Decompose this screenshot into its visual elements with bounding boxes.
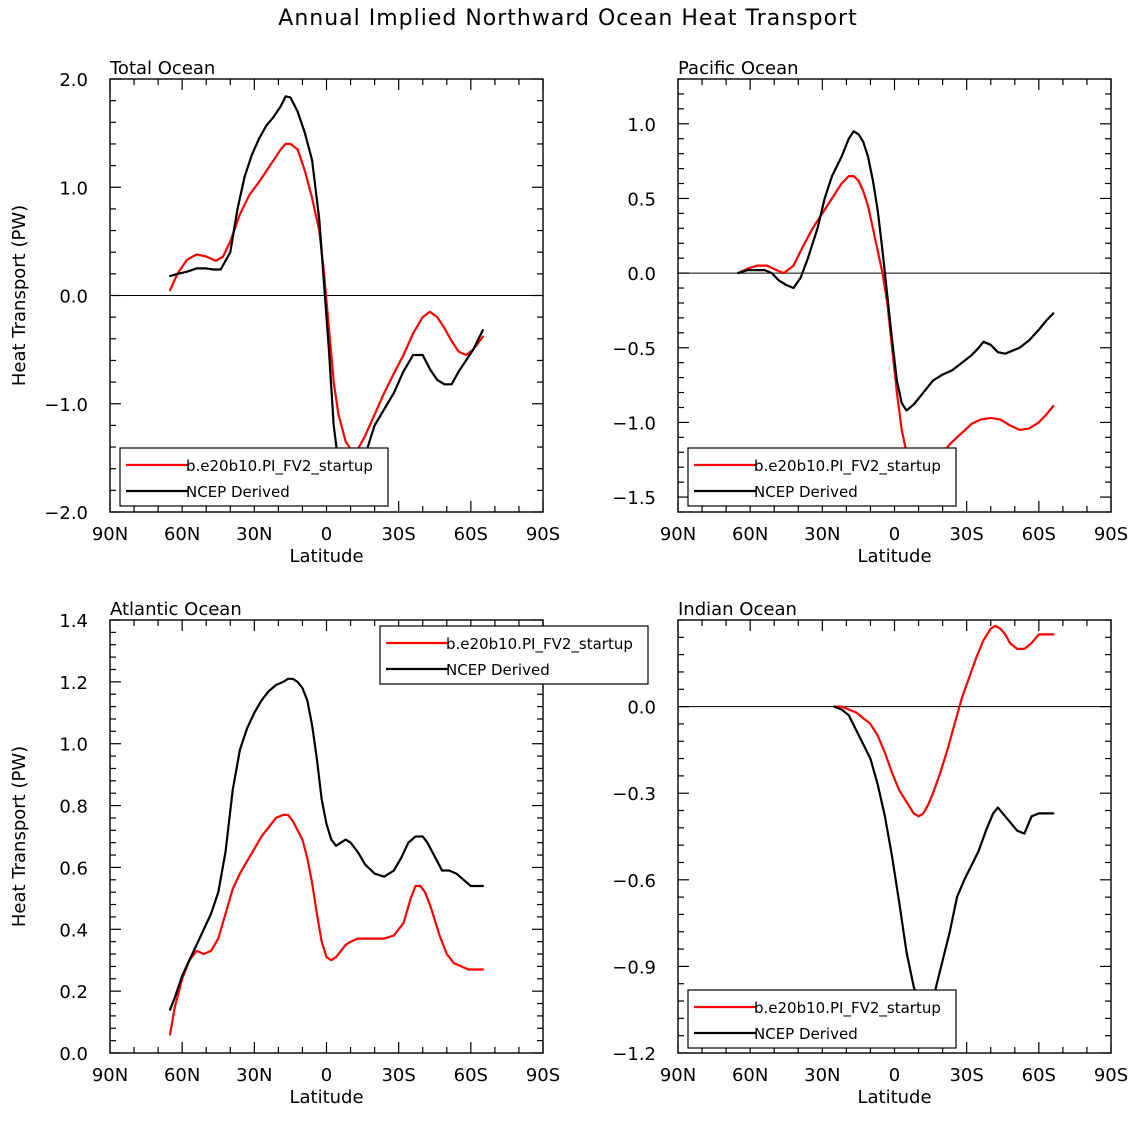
y-tick-label: −0.9 xyxy=(612,957,656,978)
x-tick-label: 90S xyxy=(526,524,560,545)
x-tick-label: 30S xyxy=(381,524,415,545)
y-tick-label: 0.0 xyxy=(627,264,656,285)
y-tick-label: 1.2 xyxy=(59,673,88,694)
x-tick-label: 90N xyxy=(92,1065,128,1086)
x-tick-label: 90N xyxy=(660,524,696,545)
panel-atlantic-ocean: Atlantic Ocean 90N 60N 30N 0 30S 60S 90S 0.0 0.2 0… xyxy=(9,599,649,1108)
legend-box xyxy=(379,625,649,685)
x-tick-label: 0 xyxy=(889,1065,900,1086)
y-tick-label: −2.0 xyxy=(44,503,88,524)
legend: b.e20b10.PI_FV2_startup NCEP Derived xyxy=(687,989,957,1049)
panel-title: Pacific Ocean xyxy=(678,58,799,79)
panel-pacific-ocean: Pacific Ocean 90N 60N 30N 0 30S 60S 90S −1.5 −1.0… xyxy=(612,58,1128,567)
y-tick-label: 0.8 xyxy=(59,797,88,818)
x-tick-label: 60S xyxy=(1022,1065,1056,1086)
x-tick-label: 30S xyxy=(381,1065,415,1086)
x-tick-label: 60N xyxy=(164,524,200,545)
legend-box xyxy=(687,989,957,1049)
legend: b.e20b10.PI_FV2_startup NCEP Derived xyxy=(379,625,649,685)
y-tick-label: −0.5 xyxy=(612,339,656,360)
x-tick-label: 90N xyxy=(92,524,128,545)
y-tick-label: 0.0 xyxy=(627,698,656,719)
y-axis-label: Heat Transport (PW) xyxy=(9,205,30,386)
series-line-model xyxy=(169,142,484,454)
series-line-ncep xyxy=(169,95,484,478)
legend-box xyxy=(119,447,389,507)
panel-total-ocean: Total Ocean 90N 60N 30N 0 30S 60S 90S −2.0 −1.0 0.… xyxy=(9,58,560,567)
y-tick-label: −1.0 xyxy=(44,395,88,416)
y-tick-label: 1.0 xyxy=(59,178,88,199)
y-tick-label: −1.2 xyxy=(612,1044,656,1065)
y-tick-label: 1.0 xyxy=(627,115,656,136)
x-tick-label: 30S xyxy=(949,1065,983,1086)
x-tick-label: 90S xyxy=(1094,1065,1128,1086)
y-tick-label: −1.5 xyxy=(612,488,656,509)
y-tick-label: 0.5 xyxy=(627,189,656,210)
figure-title: Annual Implied Northward Ocean Heat Tran… xyxy=(278,6,857,31)
y-tick-label: 1.4 xyxy=(59,611,88,632)
panel-title: Indian Ocean xyxy=(678,599,797,620)
legend: b.e20b10.PI_FV2_startup NCEP Derived xyxy=(119,447,389,507)
legend-label: b.e20b10.PI_FV2_startup xyxy=(446,635,633,654)
series-line-ncep xyxy=(833,705,1055,1011)
legend-box xyxy=(687,447,957,507)
x-tick-label: 30N xyxy=(804,524,840,545)
x-tick-label: 0 xyxy=(321,524,332,545)
series-line-model xyxy=(169,813,484,1036)
x-tick-label: 30N xyxy=(236,524,272,545)
panel-title: Atlantic Ocean xyxy=(110,599,242,620)
x-tick-label: 0 xyxy=(321,1065,332,1086)
plot-frame xyxy=(109,619,544,1054)
series-line-ncep xyxy=(169,677,484,1011)
legend-label: NCEP Derived xyxy=(754,483,858,501)
series-line-model xyxy=(833,624,1055,818)
series-line-ncep xyxy=(737,130,1055,412)
x-axis-label: Latitude xyxy=(289,1087,363,1108)
x-tick-label: 60S xyxy=(1022,524,1056,545)
y-tick-label: 0.6 xyxy=(59,858,88,879)
y-tick-label: −1.0 xyxy=(612,413,656,434)
x-tick-label: 30N xyxy=(804,1065,840,1086)
y-tick-label: 2.0 xyxy=(59,70,88,91)
x-tick-label: 60S xyxy=(454,524,488,545)
legend-label: NCEP Derived xyxy=(754,1025,858,1043)
y-tick-label: 0.0 xyxy=(59,287,88,308)
plot-frame xyxy=(677,619,1112,1054)
x-tick-label: 90N xyxy=(660,1065,696,1086)
legend-label: b.e20b10.PI_FV2_startup xyxy=(186,457,373,476)
legend-label: b.e20b10.PI_FV2_startup xyxy=(754,457,941,476)
series-line-model xyxy=(737,175,1055,479)
x-axis-label: Latitude xyxy=(857,546,931,567)
y-tick-label: −0.3 xyxy=(612,784,656,805)
y-tick-label: 0.0 xyxy=(59,1044,88,1065)
y-tick-label: −0.6 xyxy=(612,871,656,892)
x-tick-label: 90S xyxy=(1094,524,1128,545)
plot-frame xyxy=(677,78,1112,513)
x-tick-label: 60S xyxy=(454,1065,488,1086)
panel-indian-ocean: Indian Ocean 90N 60N 30N 0 30S 60S 90S −1.2 −0.9 −… xyxy=(612,599,1128,1108)
panel-title: Total Ocean xyxy=(109,58,215,79)
y-axis-label: Heat Transport (PW) xyxy=(9,746,30,927)
x-tick-label: 0 xyxy=(889,524,900,545)
x-tick-label: 30S xyxy=(949,524,983,545)
x-tick-label: 60N xyxy=(164,1065,200,1086)
y-tick-label: 0.2 xyxy=(59,982,88,1003)
x-tick-label: 30N xyxy=(236,1065,272,1086)
x-axis-label: Latitude xyxy=(289,546,363,567)
x-tick-label: 60N xyxy=(732,1065,768,1086)
y-tick-label: 0.4 xyxy=(59,920,88,941)
legend-label: b.e20b10.PI_FV2_startup xyxy=(754,999,941,1018)
legend-label: NCEP Derived xyxy=(186,483,290,501)
legend: b.e20b10.PI_FV2_startup NCEP Derived xyxy=(687,447,957,507)
x-axis-label: Latitude xyxy=(857,1087,931,1108)
x-tick-label: 90S xyxy=(526,1065,560,1086)
x-tick-label: 60N xyxy=(732,524,768,545)
legend-label: NCEP Derived xyxy=(446,661,550,679)
y-tick-label: 1.0 xyxy=(59,735,88,756)
